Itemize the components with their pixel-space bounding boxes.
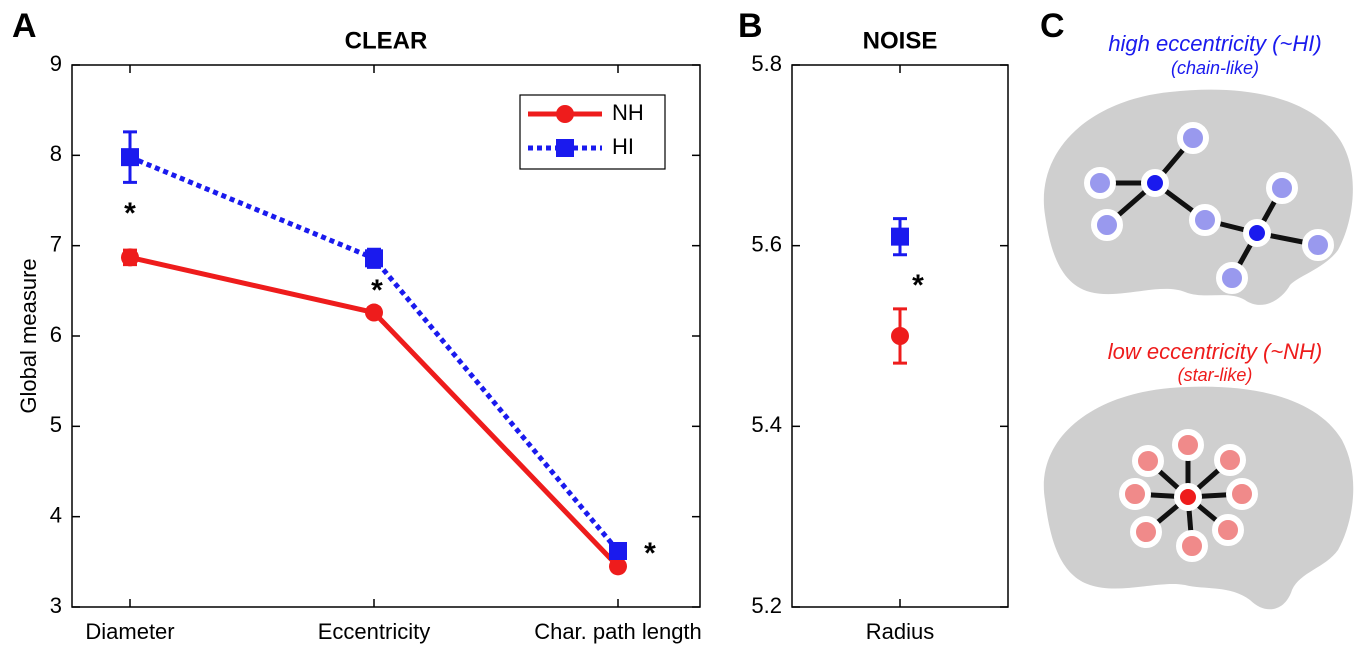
- chart-title: CLEAR: [345, 27, 428, 54]
- legend-label: NH: [612, 100, 644, 125]
- y-tick-label: 5.6: [751, 231, 782, 256]
- panel-c: C high eccentricity (~HI) (chain-like) l…: [1040, 7, 1354, 610]
- significance-mark: *: [371, 274, 383, 307]
- nodes-bottom: [1119, 429, 1258, 562]
- low-title: low eccentricity (~NH): [1108, 339, 1323, 364]
- panel-label: B: [738, 7, 763, 45]
- legend-label: HI: [612, 134, 634, 159]
- y-tick-label: 5.2: [751, 593, 782, 618]
- y-tick-label: 3: [50, 593, 62, 618]
- low-subtitle: (star-like): [1178, 365, 1253, 385]
- high-subtitle: (chain-like): [1171, 58, 1259, 78]
- y-tick-label: 5: [50, 412, 62, 437]
- marker: [891, 327, 909, 345]
- x-tick-label: Char. path length: [534, 619, 702, 644]
- y-tick-label: 5.8: [751, 51, 782, 76]
- y-tick-label: 5.4: [751, 412, 782, 437]
- y-tick-label: 7: [50, 231, 62, 256]
- significance-mark: *: [912, 269, 924, 302]
- x-tick-label: Eccentricity: [318, 619, 430, 644]
- legend-marker: [556, 139, 574, 157]
- marker: [609, 541, 627, 560]
- y-tick-label: 9: [50, 51, 62, 76]
- legend-marker: [556, 105, 574, 123]
- panel-label: C: [1040, 7, 1065, 45]
- significance-mark: *: [644, 537, 656, 570]
- y-axis-label: Global measure: [16, 258, 41, 413]
- marker: [121, 248, 139, 267]
- panel-label: A: [12, 7, 37, 45]
- x-tick-label: Diameter: [85, 619, 174, 644]
- y-tick-label: 8: [50, 141, 62, 166]
- marker: [365, 249, 383, 268]
- marker: [891, 227, 909, 246]
- brain-top: [1043, 89, 1353, 305]
- x-tick-label: Radius: [866, 619, 934, 644]
- marker: [121, 148, 139, 167]
- legend-box: [519, 94, 666, 170]
- chart-title: NOISE: [863, 27, 938, 54]
- y-tick-label: 6: [50, 322, 62, 347]
- marker: [609, 557, 627, 576]
- y-tick-label: 4: [50, 502, 62, 527]
- nodes-top: [1084, 122, 1334, 294]
- marker: [365, 303, 383, 322]
- high-title: high eccentricity (~HI): [1108, 31, 1321, 56]
- significance-mark: *: [124, 197, 136, 230]
